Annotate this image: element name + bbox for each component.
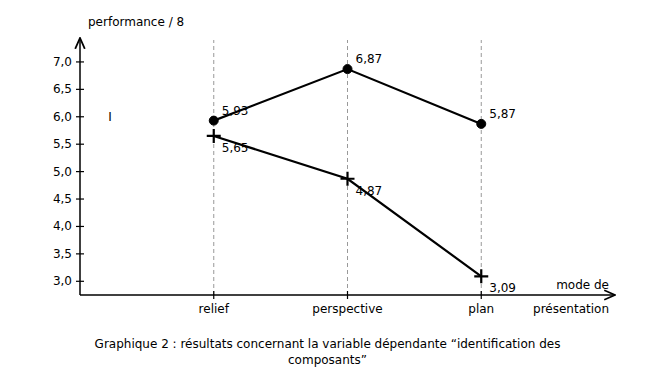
x-tick-label: perspective (312, 302, 382, 316)
point-marker (207, 129, 221, 143)
x-tick (213, 291, 214, 299)
y-tick-label: 5,0 (53, 165, 72, 179)
caption-line: composants” (288, 353, 367, 367)
grid-line (481, 40, 482, 295)
y-tick (76, 144, 84, 145)
x-tick (347, 291, 348, 299)
y-tick (76, 198, 84, 199)
data-label: 6,87 (356, 52, 383, 66)
x-tick (481, 291, 482, 299)
y-tick-label: 3,0 (53, 274, 72, 288)
y-tick (76, 89, 84, 90)
y-tick-label: 6,5 (53, 82, 72, 96)
y-tick-label: 6,0 (53, 110, 72, 124)
grid-line (213, 40, 214, 295)
x-axis-label: présentation (533, 302, 609, 316)
point-marker (209, 116, 218, 125)
series-line (214, 136, 482, 276)
y-tick (76, 253, 84, 254)
y-tick (76, 116, 84, 117)
data-label: 3,09 (489, 281, 516, 295)
point-marker (343, 65, 352, 74)
annotation: I (108, 110, 112, 124)
x-axis-label: mode de (556, 278, 609, 292)
point-marker (341, 172, 355, 186)
data-label: 5,87 (489, 107, 516, 121)
x-tick-label: plan (468, 302, 494, 316)
y-tick-label: 4,5 (53, 192, 72, 206)
y-tick-label: 4,0 (53, 219, 72, 233)
series-line (214, 69, 482, 124)
point-marker (477, 119, 486, 128)
y-tick (76, 171, 84, 172)
y-tick-label: 7,0 (53, 55, 72, 69)
plot-area (207, 65, 489, 284)
y-tick-label: 3,5 (53, 247, 72, 261)
grid-line (347, 40, 348, 295)
y-axis (79, 38, 81, 295)
data-label: 5,65 (222, 141, 249, 155)
x-tick-label: relief (199, 302, 230, 316)
caption: Graphique 2 : résultats concernant la va… (95, 337, 561, 367)
data-label: 5,93 (222, 104, 249, 118)
data-label: 4,87 (356, 184, 383, 198)
caption-line: Graphique 2 : résultats concernant la va… (95, 337, 561, 351)
data-labels: 5,93 6,87 5,87 5,65 4,87 3,09 (222, 52, 516, 295)
y-tick (76, 281, 84, 282)
y-tick (76, 226, 84, 227)
chart: 3,0 3,5 4,0 4,5 5,0 5,5 6,0 6,5 7,0 relief perspec… (0, 0, 655, 388)
y-tick-label: 5,5 (53, 137, 72, 151)
y-axis-label: performance / 8 (88, 15, 184, 29)
y-tick (76, 61, 84, 62)
point-marker (474, 269, 488, 283)
